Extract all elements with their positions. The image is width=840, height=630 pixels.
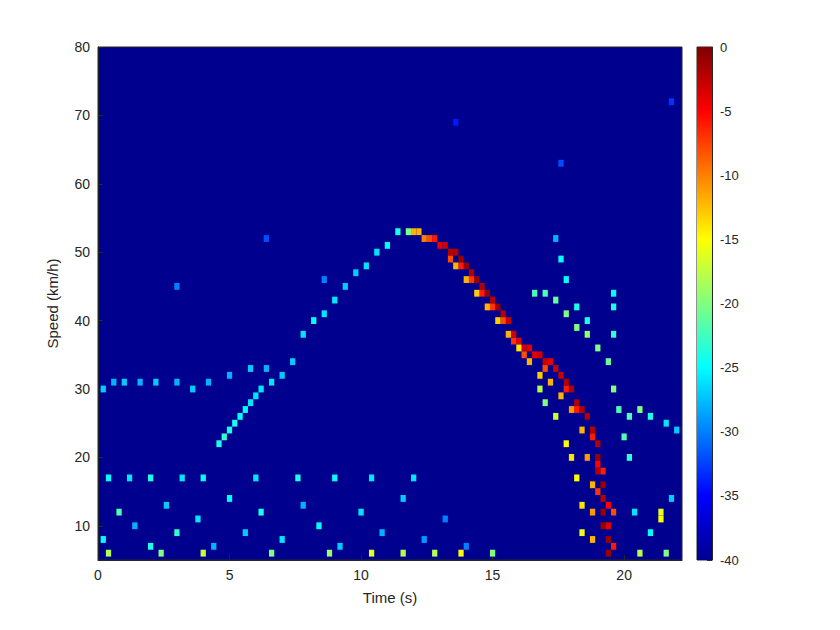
svg-text:30: 30	[74, 381, 90, 397]
svg-text:80: 80	[74, 39, 90, 55]
svg-text:-40: -40	[720, 553, 739, 568]
svg-text:60: 60	[74, 176, 90, 192]
svg-text:0: 0	[720, 40, 727, 55]
svg-text:70: 70	[74, 107, 90, 123]
svg-text:-15: -15	[720, 232, 739, 247]
svg-text:Time (s): Time (s)	[363, 589, 417, 606]
svg-text:5: 5	[226, 567, 234, 583]
svg-text:20: 20	[74, 449, 90, 465]
svg-text:-25: -25	[720, 360, 739, 375]
svg-text:0: 0	[94, 567, 102, 583]
svg-text:40: 40	[74, 313, 90, 329]
svg-text:50: 50	[74, 244, 90, 260]
svg-text:10: 10	[353, 567, 369, 583]
svg-text:-5: -5	[720, 104, 732, 119]
svg-text:20: 20	[616, 567, 632, 583]
svg-text:Speed (km/h): Speed (km/h)	[44, 258, 61, 348]
svg-text:10: 10	[74, 518, 90, 534]
svg-text:15: 15	[485, 567, 501, 583]
svg-text:-30: -30	[720, 424, 739, 439]
svg-text:-35: -35	[720, 488, 739, 503]
svg-text:-10: -10	[720, 168, 739, 183]
svg-text:-20: -20	[720, 296, 739, 311]
